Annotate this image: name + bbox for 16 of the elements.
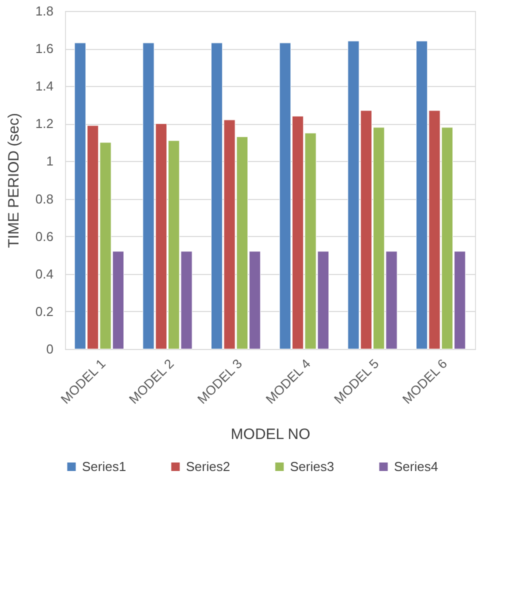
y-tick-label: 1.8	[35, 4, 54, 18]
y-axis-title: TIME PERIOD (sec)	[5, 112, 22, 248]
y-tick-label: 1.6	[35, 41, 54, 56]
y-tick-label: 0.2	[35, 304, 54, 319]
legend-label: Series2	[186, 458, 230, 474]
y-tick-label: 0.4	[35, 266, 54, 282]
legend-label: Series4	[394, 458, 438, 474]
y-tick-label: 1	[46, 154, 54, 169]
y-tick-label: 1.4	[35, 78, 54, 94]
x-axis-title: MODEL NO	[230, 426, 310, 444]
legend-label: Series3	[290, 458, 334, 474]
y-tick-label: 0.8	[35, 191, 54, 206]
y-tick-label: 1.2	[35, 116, 54, 132]
legend-label: Series1	[82, 458, 126, 474]
y-tick-label: 0	[46, 342, 54, 356]
y-tick-label: 0.6	[35, 228, 54, 244]
